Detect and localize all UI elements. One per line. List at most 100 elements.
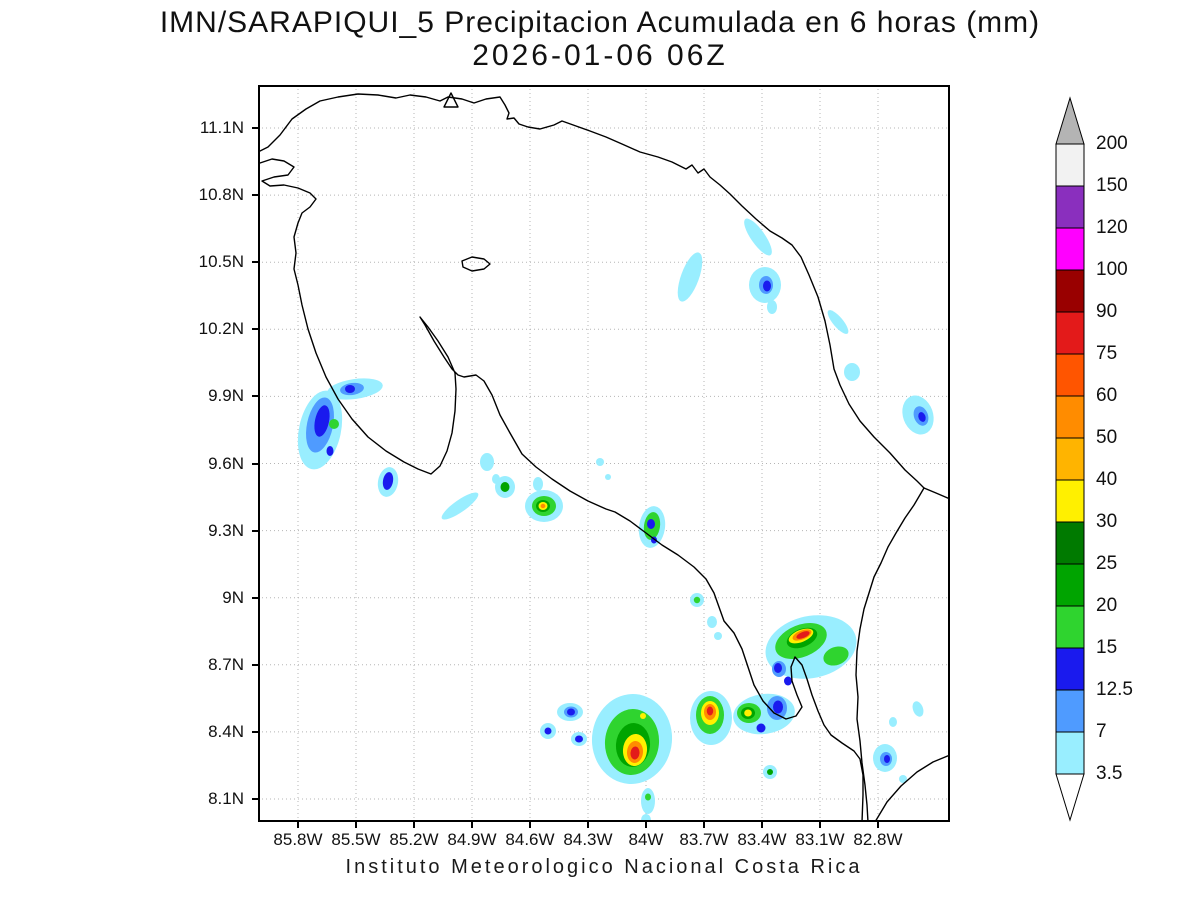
precip-cell <box>641 788 655 814</box>
colorbar-label: 20 <box>1096 595 1118 616</box>
precip-cell <box>326 446 334 456</box>
precip-cell <box>784 676 792 686</box>
colorbar-segment <box>1055 689 1085 733</box>
x-tick-label: 85.8W <box>273 830 323 849</box>
x-tick-mark <box>877 822 879 828</box>
colorbar-segment <box>1055 563 1085 607</box>
x-tick-label: 83.1W <box>795 830 845 849</box>
coastline-path <box>855 487 925 822</box>
x-tick-label: 85.2W <box>389 830 439 849</box>
precip-cell <box>630 746 640 760</box>
y-tick-mark <box>252 798 258 800</box>
grid-layer <box>258 85 950 822</box>
colorbar-arrow-bottom <box>1055 773 1085 822</box>
y-tick-mark <box>252 328 258 331</box>
x-tick-mark <box>529 822 531 828</box>
x-tick-mark <box>355 822 357 828</box>
precip-cell <box>899 775 907 783</box>
coastline-path <box>259 158 864 822</box>
y-tick-label: 9N <box>222 587 244 607</box>
colorbar-arrow-top <box>1055 96 1085 145</box>
y-tick-label: 8.1N <box>208 789 244 808</box>
colorbar-label: 50 <box>1096 427 1118 448</box>
colorbar-label: 150 <box>1096 175 1128 196</box>
x-tick-mark <box>761 822 763 828</box>
precip-cell <box>345 385 355 393</box>
y-tick-mark <box>252 194 258 197</box>
colorbar-label: 7 <box>1096 721 1107 742</box>
coastline-path <box>461 256 491 272</box>
precip-cell <box>796 631 810 639</box>
x-tick-mark <box>413 822 415 828</box>
precip-cell <box>567 708 575 716</box>
precip-cell <box>540 503 546 509</box>
y-tick-mark <box>252 596 258 599</box>
coastline-layer <box>258 92 950 822</box>
colorbar-label: 60 <box>1096 385 1118 406</box>
precip-cell <box>314 405 330 437</box>
precip-cell <box>918 412 926 422</box>
y-tick-mark <box>252 462 258 465</box>
colorbar-segment <box>1055 395 1085 439</box>
plot-frame <box>258 85 950 822</box>
precip-cell <box>744 218 772 256</box>
colorbar: 200 150 120 100 90 75 60 50 40 30 25 20 15 12.5 7 3.5 <box>1050 88 1200 836</box>
colorbar-segment <box>1055 437 1085 481</box>
precip-cell <box>647 519 655 529</box>
colorbar-label: 3.5 <box>1096 763 1123 784</box>
y-tick-mark <box>252 395 258 398</box>
precip-cell <box>441 492 479 520</box>
y-tick-label: 8.4N <box>208 721 244 741</box>
precip-cell <box>763 280 771 292</box>
y-tick-mark <box>252 529 258 532</box>
precip-cell <box>500 482 510 492</box>
x-tick-mark <box>297 822 299 828</box>
y-tick-label: 10.8N <box>198 185 244 205</box>
y-tick-label: 9.9N <box>208 386 244 406</box>
precip-cell <box>575 735 583 743</box>
caption: Instituto Meteorologico Nacional Costa R… <box>345 856 863 878</box>
x-tick-label: 84W <box>628 830 664 849</box>
x-axis-labels: 85.8W 85.5W 85.2W 84.9W 84.6W 84.3W 84W 83.7W 83… <box>258 824 950 850</box>
x-tick-mark <box>645 822 647 828</box>
y-tick-label: 10.2N <box>198 319 244 339</box>
y-tick-mark <box>252 730 258 733</box>
precip-cell <box>707 616 717 628</box>
coastline-path <box>258 93 950 500</box>
colorbar-label: 90 <box>1096 301 1118 322</box>
precip-cell <box>744 709 752 717</box>
colorbar-label: 25 <box>1096 553 1118 574</box>
precipitation-layer <box>297 218 934 822</box>
precip-cell <box>773 700 783 714</box>
colorbar-label: 120 <box>1096 217 1128 238</box>
x-tick-label: 83.4W <box>737 830 787 849</box>
colorbar-segment <box>1055 227 1085 271</box>
colorbar-label: 100 <box>1096 259 1128 280</box>
precip-cell <box>767 769 773 775</box>
precip-cell <box>706 706 714 716</box>
page-subtitle-datetime: 2026-01-06 06Z <box>472 39 728 72</box>
precip-cell <box>912 701 924 717</box>
x-tick-mark <box>471 822 473 828</box>
colorbar-segment <box>1055 479 1085 523</box>
x-tick-label: 83.7W <box>679 830 729 849</box>
x-tick-label: 84.9W <box>447 830 497 849</box>
precip-cell <box>645 793 651 801</box>
y-tick-label: 9.3N <box>208 520 244 540</box>
y-tick-label: 10.5N <box>198 252 244 272</box>
colorbar-scale <box>1055 96 1085 822</box>
page-title: IMN/SARAPIQUI_5 Precipitacion Acumulada … <box>159 6 1041 39</box>
colorbar-segment <box>1055 731 1085 775</box>
y-tick-label: 8.7N <box>208 654 244 674</box>
precip-cell <box>544 727 552 735</box>
map-canvas <box>258 85 950 822</box>
precip-cell <box>596 458 604 466</box>
y-tick-mark <box>252 663 258 666</box>
precip-cell <box>767 300 777 314</box>
coastline-path <box>874 754 950 822</box>
x-tick-label: 84.3W <box>563 830 613 849</box>
colorbar-segment <box>1055 605 1085 649</box>
precip-cell <box>827 310 849 334</box>
precip-cell <box>756 723 766 733</box>
